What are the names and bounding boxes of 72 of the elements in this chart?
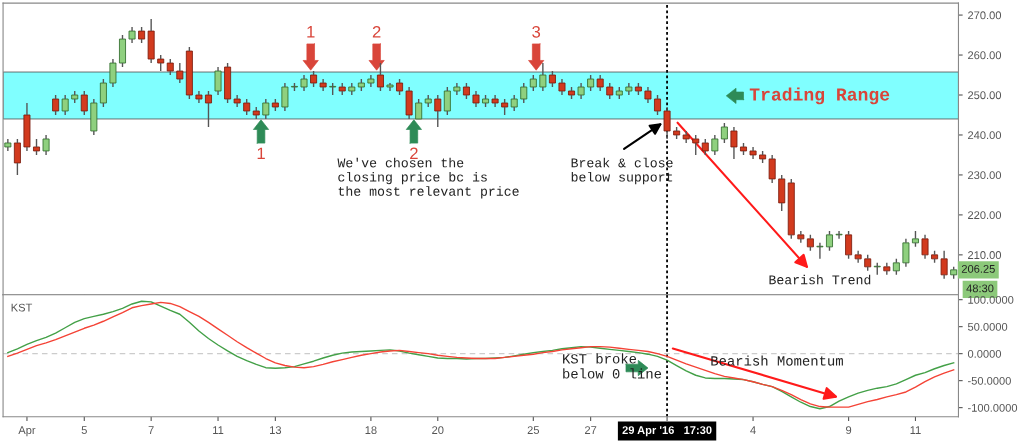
annotation: 3 bbox=[532, 25, 541, 38]
candlestick bbox=[281, 82, 289, 112]
candlestick bbox=[195, 90, 203, 104]
text: 206.25 bbox=[961, 264, 995, 273]
candlestick bbox=[797, 230, 805, 244]
candlestick bbox=[768, 154, 776, 184]
candlestick bbox=[472, 90, 480, 108]
candlestick bbox=[4, 138, 12, 152]
y-tick-label: -50.0000 bbox=[967, 376, 1011, 385]
y-tick-label: 250.00 bbox=[968, 91, 1002, 100]
y-tick-label: 240.00 bbox=[968, 131, 1002, 140]
candlestick bbox=[42, 134, 50, 156]
x-tick-label: 9 bbox=[846, 426, 852, 434]
candlestick bbox=[577, 82, 585, 100]
candlestick bbox=[749, 146, 757, 160]
y-tick-label: 220.00 bbox=[968, 211, 1002, 220]
candlestick bbox=[233, 94, 241, 108]
x-tick-label: 11 bbox=[213, 426, 224, 434]
x-tick-label: 5 bbox=[81, 426, 87, 434]
text: 48:30 bbox=[966, 284, 994, 293]
candlestick bbox=[596, 74, 604, 92]
candlestick bbox=[711, 134, 719, 156]
annotation: 2 bbox=[372, 25, 381, 38]
annotation: Break & close below support bbox=[571, 157, 673, 185]
x-tick-label: Apr bbox=[18, 426, 36, 437]
candlestick bbox=[300, 74, 308, 92]
y-tick-label: 260.00 bbox=[968, 51, 1002, 60]
candlestick bbox=[730, 126, 738, 160]
candlestick bbox=[682, 130, 690, 144]
y-tick-label: 270.00 bbox=[968, 11, 1002, 20]
candlestick bbox=[854, 250, 862, 264]
candlestick bbox=[883, 262, 891, 276]
x-tick-label: 18 bbox=[365, 426, 377, 434]
candlestick bbox=[491, 94, 499, 108]
candlestick bbox=[902, 238, 910, 268]
text: KST bbox=[11, 303, 33, 312]
y-tick-label: 0.0000 bbox=[967, 349, 1002, 358]
candlestick bbox=[128, 26, 136, 44]
candlestick bbox=[147, 18, 155, 64]
x-tick-label: 11 bbox=[910, 426, 921, 434]
candlestick bbox=[61, 94, 69, 116]
candlestick bbox=[453, 82, 461, 96]
y-tick-label: 230.00 bbox=[968, 171, 1002, 180]
x-tick-label: 25 bbox=[527, 426, 540, 434]
candlestick bbox=[940, 250, 948, 280]
candlestick bbox=[319, 78, 327, 92]
candlestick bbox=[625, 82, 633, 96]
annotation: Bearish Momentum bbox=[711, 355, 843, 366]
x-tick-label: 4 bbox=[750, 426, 756, 434]
x-tick-label: 27 bbox=[585, 426, 597, 434]
x-tick-label: 29 Apr '16 17:30 bbox=[622, 426, 712, 437]
y-tick-label: -100.0000 bbox=[967, 403, 1018, 412]
annotation: Trading Range bbox=[749, 87, 890, 105]
candlestick bbox=[558, 78, 566, 96]
candlestick bbox=[386, 82, 394, 92]
y-tick-label: 50.0000 bbox=[967, 322, 1008, 331]
annotation: Bearish Trend bbox=[769, 274, 871, 285]
annotation: 1 bbox=[307, 26, 315, 38]
annotation: 1 bbox=[257, 147, 265, 160]
candlestick bbox=[921, 234, 929, 260]
y-tick-label: 210.00 bbox=[968, 251, 1002, 259]
x-tick-label: 20 bbox=[432, 426, 444, 434]
candlestick bbox=[644, 86, 652, 104]
annotation: 2 bbox=[410, 147, 418, 160]
candlestick bbox=[816, 242, 824, 260]
annotation: KST broke below 0 line bbox=[563, 353, 662, 379]
annotation: We've chosen the closing price bc is the most relevant price bbox=[337, 157, 519, 199]
candlestick bbox=[367, 74, 375, 88]
y-tick-label: 100.0000 bbox=[968, 295, 1014, 304]
x-tick-label: 7 bbox=[148, 426, 154, 434]
candlestick bbox=[835, 230, 843, 240]
x-tick-label: 13 bbox=[270, 426, 282, 434]
